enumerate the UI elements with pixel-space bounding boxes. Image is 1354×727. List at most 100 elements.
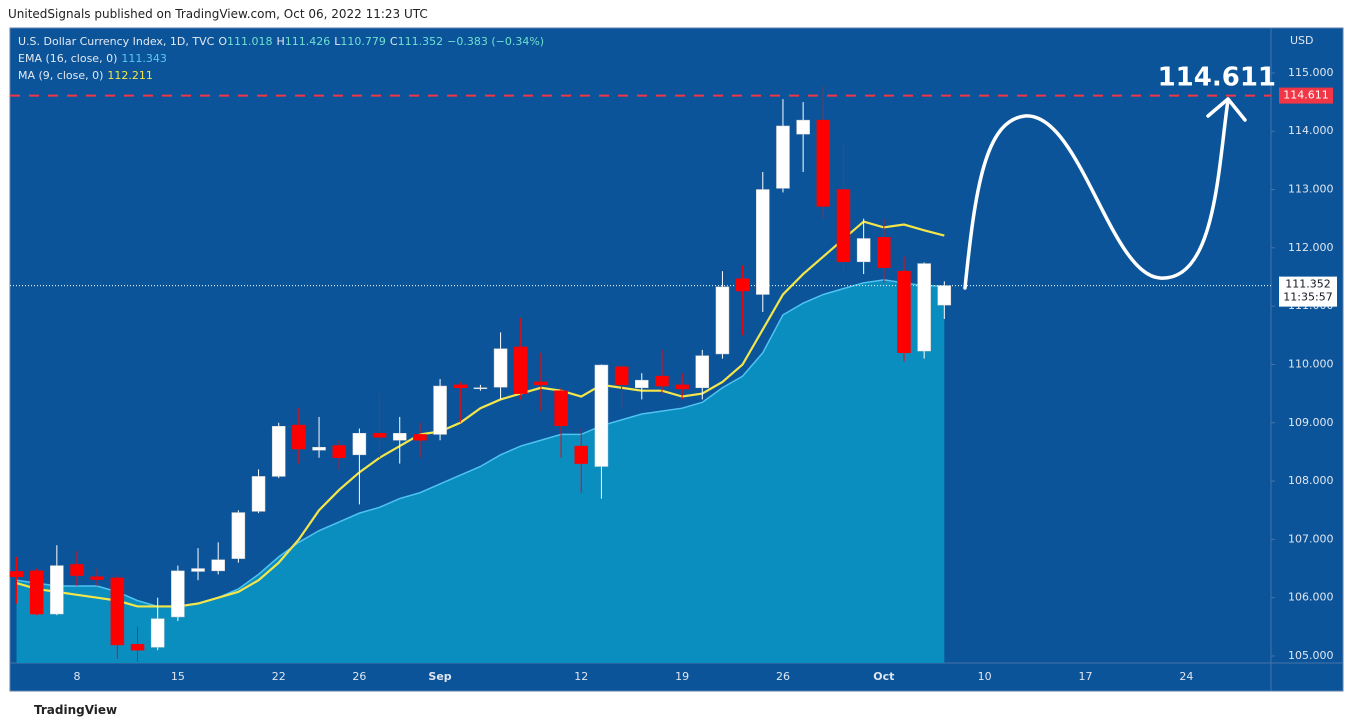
candle-body xyxy=(614,366,629,386)
candle-body xyxy=(251,476,266,512)
candle-body xyxy=(776,125,790,189)
candle-body xyxy=(514,346,528,394)
y-tick-label: 108.000 xyxy=(1288,474,1334,487)
drawn-arrowhead xyxy=(1206,97,1247,122)
ohlc-item: H111.426 xyxy=(277,35,331,48)
candle-body xyxy=(816,119,831,207)
candle-body xyxy=(937,285,952,306)
countdown: 11:35:57 xyxy=(1283,291,1332,304)
x-tick-label: 17 xyxy=(1079,670,1093,683)
candle-body xyxy=(735,278,750,292)
ohlc-item: C111.352 xyxy=(390,35,443,48)
legend-ema: EMA (16, close, 0) 111.343 xyxy=(18,52,167,65)
x-tick-label: 26 xyxy=(776,670,790,683)
candle-body xyxy=(493,348,508,388)
ma-value: 112.211 xyxy=(107,69,153,82)
candle-body xyxy=(836,189,851,263)
ohlc-value: 110.779 xyxy=(340,35,386,48)
footer-brand: TradingView xyxy=(34,703,117,717)
drawn-curve xyxy=(963,98,1230,290)
y-tick-label: 109.000 xyxy=(1288,416,1334,429)
candle-body xyxy=(50,565,64,615)
candle-body xyxy=(715,286,730,355)
candle-body xyxy=(150,618,165,648)
candle-body xyxy=(534,381,548,386)
change: −0.383 (−0.34%) xyxy=(447,35,545,48)
ohlc-prefix: H xyxy=(276,35,285,48)
candle-body xyxy=(372,433,387,438)
candle-body xyxy=(473,387,488,390)
ohlc-item: O111.018 xyxy=(218,35,272,48)
candle-body xyxy=(171,570,185,618)
candle-body xyxy=(231,512,246,559)
ohlc-item: L110.779 xyxy=(334,35,386,48)
candle-body xyxy=(917,263,931,352)
y-tick-label: 114.000 xyxy=(1288,124,1334,137)
published-note: UnitedSignals published on TradingView.c… xyxy=(8,7,428,21)
candle-body xyxy=(877,237,891,268)
price-tag-label: 111.352 xyxy=(1285,278,1331,291)
x-tick-label: 19 xyxy=(675,670,689,683)
candle-body xyxy=(635,379,649,389)
candle-body xyxy=(191,568,205,572)
candle-body xyxy=(292,424,306,450)
y-tick-label: 105.000 xyxy=(1288,649,1334,662)
ohlc-value: 111.352 xyxy=(397,35,444,48)
candle-body xyxy=(29,570,44,615)
candle-body xyxy=(352,433,367,456)
x-tick-label: 8 xyxy=(74,670,81,683)
x-tick-label: Sep xyxy=(428,670,451,683)
x-tick-label: 26 xyxy=(352,670,366,683)
ema-area xyxy=(16,279,945,663)
candle-body xyxy=(271,426,286,477)
candle-body xyxy=(796,119,810,135)
candle-body xyxy=(756,189,770,295)
y-tick-label: 110.000 xyxy=(1288,357,1334,370)
currency-label: USD xyxy=(1290,34,1314,47)
x-tick-label: 15 xyxy=(171,670,185,683)
candle-body xyxy=(413,434,427,441)
candle-body xyxy=(554,390,568,426)
legend-ma: MA (9, close, 0) 112.211 xyxy=(18,69,153,82)
candle-body xyxy=(655,375,669,387)
ohlc-value: 111.426 xyxy=(284,35,331,48)
ohlc-value: 111.018 xyxy=(227,35,273,48)
candle-body xyxy=(897,270,911,354)
ohlc-prefix: O xyxy=(218,35,227,48)
ohlc-prefix: C xyxy=(389,35,398,48)
y-tick-label: 113.000 xyxy=(1288,183,1334,196)
candle-body xyxy=(312,447,326,451)
x-tick-label: 22 xyxy=(272,670,286,683)
ema-value: 111.343 xyxy=(121,52,167,65)
candle-body xyxy=(110,577,125,646)
y-tick-label: 112.000 xyxy=(1288,241,1334,254)
x-tick-label: 10 xyxy=(978,670,992,683)
legend-symbol: U.S. Dollar Currency Index, 1D, TVC O111.… xyxy=(18,35,544,48)
candle-body xyxy=(70,564,84,576)
ohlc-prefix: L xyxy=(334,35,341,48)
brand-text: TradingView xyxy=(34,703,118,717)
candle-body xyxy=(675,384,689,390)
y-tick-label: 106.000 xyxy=(1288,591,1334,604)
ema-name: EMA (16, close, 0) xyxy=(18,52,118,65)
x-tick-label: 12 xyxy=(574,670,588,683)
candle-body xyxy=(856,238,871,263)
candle-body xyxy=(453,384,467,389)
symbol: U.S. Dollar Currency Index, 1D, TVC xyxy=(18,35,215,48)
candle-body xyxy=(695,355,710,389)
candle-body xyxy=(392,433,407,441)
candle-body xyxy=(574,445,589,464)
target-tag xyxy=(1279,87,1333,104)
candle-body xyxy=(433,385,447,435)
y-tick-label: 107.000 xyxy=(1288,532,1334,545)
candle-body xyxy=(594,364,609,467)
x-tick-label: Oct xyxy=(873,670,894,683)
target-annotation: 114.611 xyxy=(1158,63,1276,93)
ma-name: MA (9, close, 0) xyxy=(18,69,104,82)
y-tick-label: 115.000 xyxy=(1288,66,1334,79)
candle-body xyxy=(90,576,104,580)
target-tag-label: 114.611 xyxy=(1283,89,1329,102)
candle-body xyxy=(332,445,346,458)
x-tick-label: 24 xyxy=(1179,670,1193,683)
